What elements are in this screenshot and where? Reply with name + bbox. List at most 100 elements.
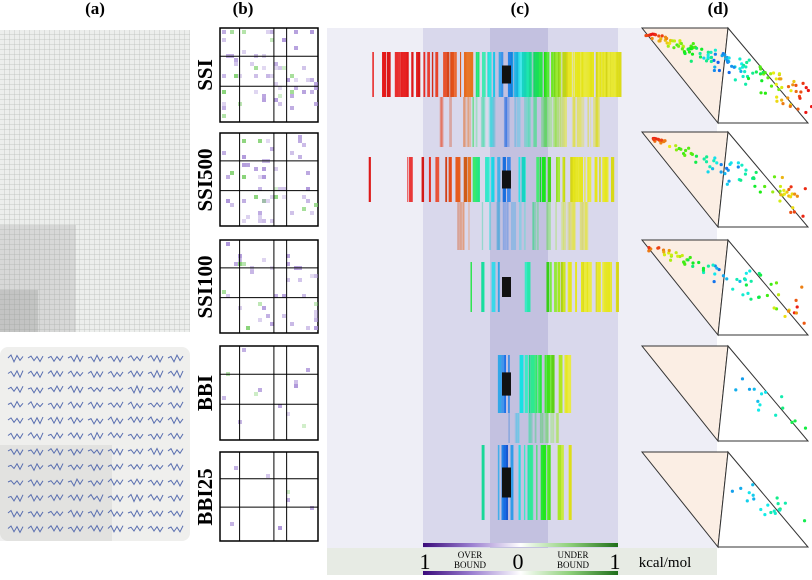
stripe xyxy=(558,97,562,147)
point xyxy=(763,91,767,95)
point xyxy=(799,90,803,94)
stripe xyxy=(589,52,594,97)
stripe xyxy=(586,262,590,312)
stripe xyxy=(560,262,563,312)
stripe xyxy=(527,97,530,147)
stripe xyxy=(490,97,494,147)
cell xyxy=(262,94,266,98)
stripe xyxy=(368,157,371,202)
stripe xyxy=(467,157,472,202)
point xyxy=(795,305,799,309)
stripe xyxy=(531,52,533,97)
cell xyxy=(314,310,318,314)
point xyxy=(647,249,651,253)
point xyxy=(777,87,781,92)
stripe xyxy=(451,52,454,97)
point xyxy=(765,293,769,298)
molecule xyxy=(147,354,164,363)
cell xyxy=(274,187,278,191)
molecule xyxy=(27,416,44,425)
molecule xyxy=(107,509,124,518)
stripe xyxy=(563,97,567,147)
point xyxy=(800,285,804,289)
colorbar-label: BOUND xyxy=(454,560,487,570)
stripe xyxy=(439,97,443,147)
stripe xyxy=(603,262,606,312)
point xyxy=(774,281,779,285)
molecule xyxy=(27,386,44,394)
stripe xyxy=(511,52,514,97)
stripe xyxy=(572,202,575,250)
triangle xyxy=(717,130,810,228)
stripe xyxy=(517,52,521,97)
cell xyxy=(302,207,306,211)
cell xyxy=(262,66,266,70)
molecule xyxy=(167,510,184,518)
point xyxy=(711,263,715,267)
stripe xyxy=(546,355,551,413)
point xyxy=(790,420,794,424)
cell xyxy=(242,262,246,266)
marker xyxy=(502,277,511,297)
stripe xyxy=(524,97,527,147)
triangle xyxy=(717,238,810,336)
point xyxy=(803,426,808,430)
point xyxy=(780,85,784,90)
point xyxy=(778,189,782,193)
molecule xyxy=(87,417,104,425)
stripe xyxy=(534,413,537,443)
cell xyxy=(270,219,274,223)
point xyxy=(803,187,807,191)
stripe xyxy=(616,52,619,97)
cell xyxy=(254,392,258,396)
stripe xyxy=(514,97,517,147)
cell xyxy=(282,294,286,298)
stripe xyxy=(572,52,575,97)
stripe xyxy=(497,355,502,413)
stripe xyxy=(427,52,429,97)
cell xyxy=(302,66,306,70)
stripe xyxy=(458,202,462,250)
point xyxy=(698,55,703,59)
point xyxy=(656,137,661,141)
row-label: BBI25 xyxy=(193,468,217,525)
molecule xyxy=(167,401,184,410)
molecule xyxy=(167,384,184,394)
stripe xyxy=(551,52,554,97)
point xyxy=(653,33,658,37)
stripe xyxy=(468,202,470,250)
point xyxy=(744,271,748,275)
cell xyxy=(302,143,306,147)
stripe xyxy=(562,52,567,97)
cell xyxy=(222,38,226,42)
molecule xyxy=(147,432,164,441)
stripe xyxy=(546,202,549,250)
stripe xyxy=(539,157,542,202)
stripe xyxy=(540,445,545,520)
stripe xyxy=(546,445,550,520)
cell xyxy=(242,50,246,54)
stripe xyxy=(607,52,611,97)
stripe xyxy=(460,202,465,250)
point xyxy=(780,175,784,180)
stripe xyxy=(590,97,592,147)
molecule xyxy=(107,447,124,456)
cell xyxy=(258,139,262,143)
stripe xyxy=(535,52,539,97)
cell xyxy=(254,167,258,171)
point xyxy=(743,278,747,282)
point xyxy=(725,277,729,281)
marker xyxy=(502,467,511,498)
stripe xyxy=(539,52,543,97)
molecule xyxy=(167,479,184,487)
point xyxy=(721,274,726,278)
point xyxy=(751,493,755,497)
stripe xyxy=(482,97,486,147)
stripe xyxy=(463,97,467,147)
point xyxy=(753,184,757,188)
molecule xyxy=(7,479,24,486)
cell xyxy=(230,203,234,207)
point xyxy=(752,387,756,391)
point xyxy=(681,44,685,48)
stripe xyxy=(593,97,595,147)
